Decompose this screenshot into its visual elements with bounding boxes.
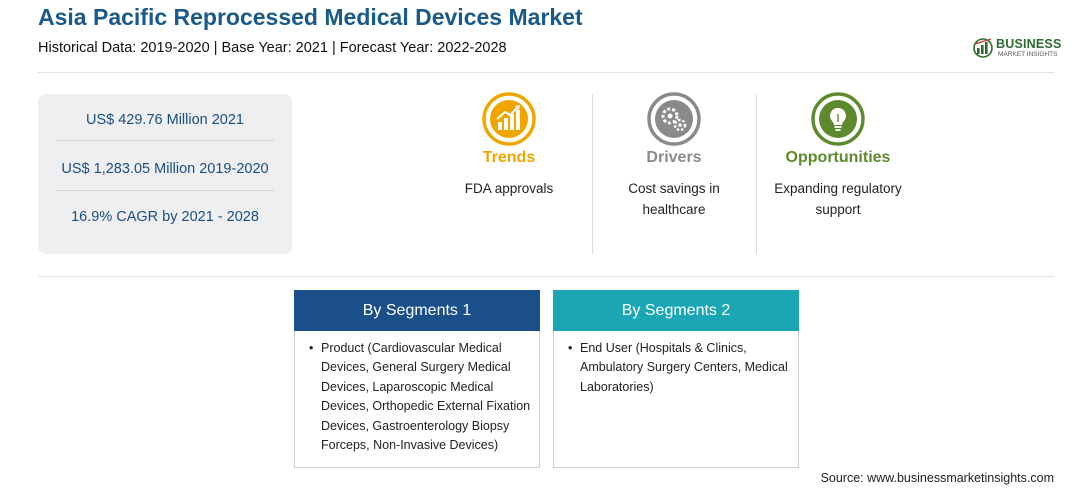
trends-text: FDA approvals [464,181,554,196]
stat-historical: US$ 1,283.05 Million 2019-2020 [61,161,269,177]
logo-name: BUSINESS [996,37,1062,51]
gears-icon [647,92,701,146]
segment-2-item: End User (Hospitals & Clinics, Ambulator… [580,341,788,394]
company-logo: BUSINESS MARKET INSIGHTS [972,36,1064,62]
bullet-icon: • [568,341,573,355]
column-divider [756,94,757,254]
drivers-text: Cost savings in healthcare [628,181,720,217]
logo-tagline: MARKET INSIGHTS [998,51,1058,58]
chart-growth-icon [482,92,536,146]
drivers-label: Drivers [646,149,702,166]
source-note: Source: www.businessmarketinsights.com [820,471,1054,485]
logo-globe-icon [973,38,993,58]
section-divider [38,276,1054,277]
stat-market-size: US$ 429.76 Million 2021 [86,112,244,128]
page-subtitle: Historical Data: 2019-2020 | Base Year: … [38,40,507,56]
stat-divider [56,140,274,141]
segment-card-2: By Segments 2 • End User (Hospitals & Cl… [553,290,799,468]
stat-cagr: 16.9% CAGR by 2021 - 2028 [71,209,259,225]
trends-label: Trends [482,149,536,166]
segment-1-item: Product (Cardiovascular Medical Devices,… [321,341,531,453]
segment-1-title: By Segments 1 [294,290,540,331]
stats-panel: US$ 429.76 Million 2021 US$ 1,283.05 Mil… [38,94,292,254]
bullet-icon: • [309,341,314,355]
stat-divider [56,190,274,191]
opportunities-text: Expanding regulatory support [774,181,902,217]
segment-card-1: By Segments 1 • Product (Cardiovascular … [294,290,540,468]
page-title: Asia Pacific Reprocessed Medical Devices… [38,4,583,30]
opportunities-label: Opportunities [785,149,891,166]
segment-2-title: By Segments 2 [553,290,799,331]
column-divider [592,94,593,254]
header-divider [38,72,1054,73]
lightbulb-icon [811,92,865,146]
